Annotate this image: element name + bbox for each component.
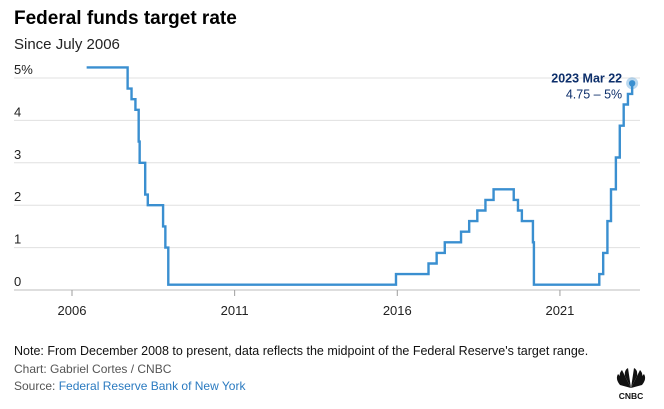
- svg-text:CNBC: CNBC: [619, 391, 644, 401]
- source-prefix: Source:: [14, 379, 59, 393]
- chart-credit: Chart: Gabriel Cortes / CNBC: [14, 362, 172, 376]
- cnbc-peacock-logo: CNBC: [608, 366, 654, 402]
- y-tick-label: 3: [14, 147, 21, 162]
- y-tick-label: 4: [14, 104, 21, 119]
- annotation-date-label: 2023 Mar 22: [551, 71, 622, 85]
- y-tick-label: 5%: [14, 62, 33, 77]
- chart-note: Note: From December 2008 to present, dat…: [14, 344, 589, 358]
- chart-source: Source: Federal Reserve Bank of New York: [14, 379, 245, 393]
- rate-series-line: [86, 66, 634, 286]
- y-tick-label: 2: [14, 189, 21, 204]
- chart-title: Federal funds target rate: [14, 8, 237, 29]
- x-tick-label: 2021: [545, 303, 574, 318]
- annotation-point: [628, 80, 636, 87]
- y-tick-label: 1: [14, 232, 21, 247]
- annotation-value-label: 4.75 – 5%: [566, 87, 622, 101]
- y-tick-label: 0: [14, 274, 21, 289]
- x-tick-label: 2006: [58, 303, 87, 318]
- x-tick-label: 2011: [221, 303, 249, 318]
- x-tick-label: 2016: [383, 303, 412, 318]
- source-link[interactable]: Federal Reserve Bank of New York: [58, 379, 246, 393]
- chart-subtitle: Since July 2006: [14, 36, 120, 53]
